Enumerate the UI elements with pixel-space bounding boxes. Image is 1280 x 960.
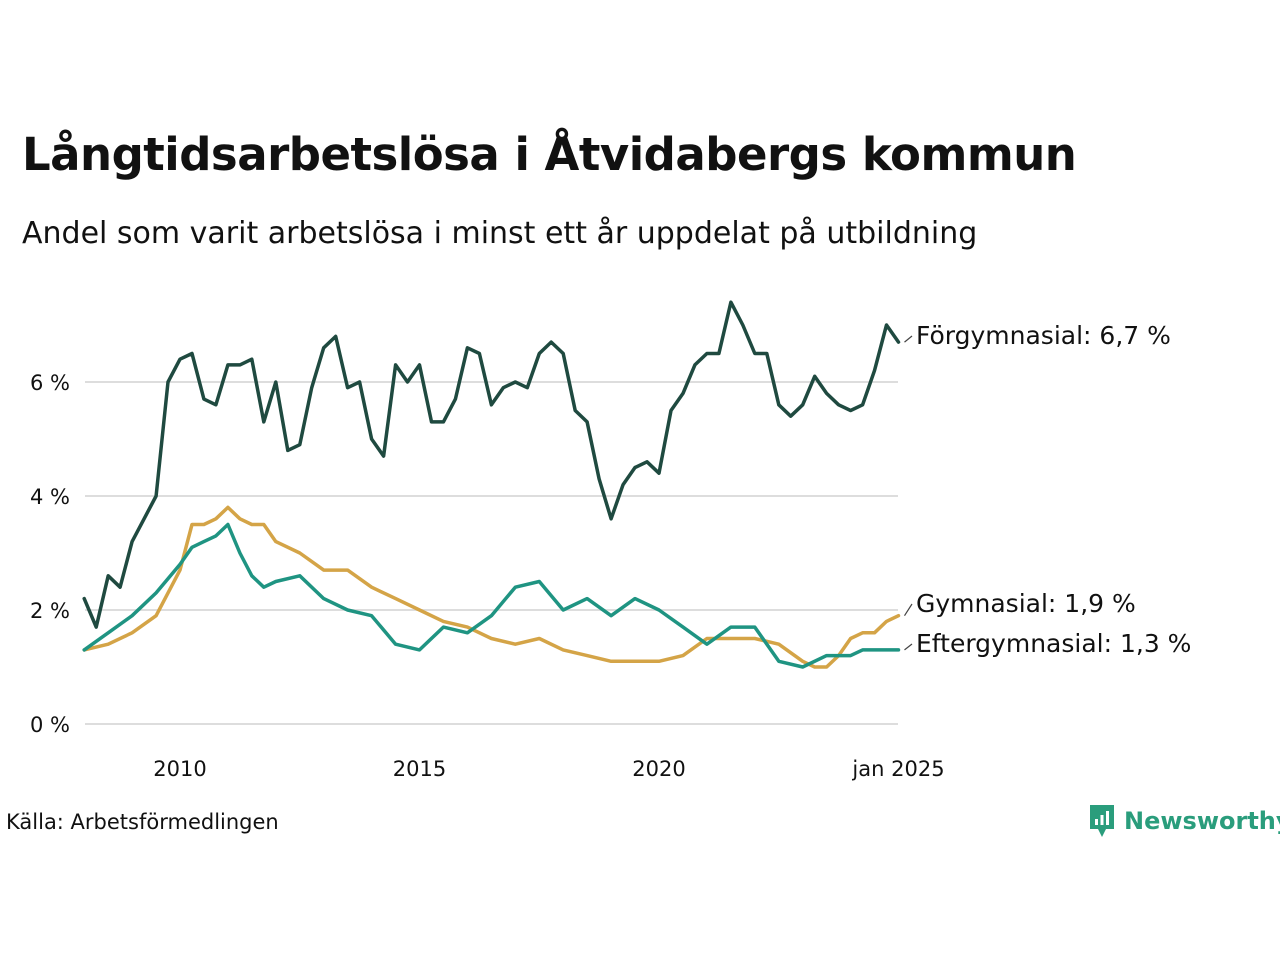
y-tick-label: 6 % (30, 371, 70, 395)
y-tick-label: 2 % (30, 599, 70, 623)
source-note: Källa: Arbetsförmedlingen (6, 810, 279, 834)
chart-title: Långtidsarbetslösa i Åtvidabergs kommun (22, 128, 1077, 181)
y-tick-label: 0 % (30, 713, 70, 737)
end-label-eftergymnasial: Eftergymnasial: 1,3 % (916, 629, 1191, 658)
end-label-connector (904, 643, 913, 651)
newsworthy-logo-text: Newsworthy (1124, 807, 1280, 835)
end-label-gymnasial: Gymnasial: 1,9 % (916, 589, 1136, 618)
x-tick-label: 2015 (393, 757, 446, 781)
series-line-gymnasial (82, 505, 901, 669)
series-line-eftergymnasial (82, 522, 901, 669)
newsworthy-logo: Newsworthy (1088, 803, 1280, 839)
end-label-connector (903, 603, 913, 617)
end-label-connector (904, 335, 913, 343)
newsworthy-logo-icon (1090, 805, 1114, 837)
end-labels: Förgymnasial: 6,7 % Gymnasial: 1,9 % Efter… (903, 321, 1191, 658)
x-axis-tick-labels: 2010 2015 2020 jan 2025 (153, 757, 944, 781)
y-tick-label: 4 % (30, 485, 70, 509)
x-tick-label: jan 2025 (851, 757, 944, 781)
series-lines (82, 300, 901, 669)
chart-subtitle: Andel som varit arbetslösa i minst ett å… (22, 216, 978, 251)
series-line-forgymnasial (82, 300, 901, 629)
end-label-forgymnasial: Förgymnasial: 6,7 % (916, 321, 1171, 350)
y-axis-tick-labels: 0 % 2 % 4 % 6 % (30, 371, 70, 737)
grid-lines (85, 381, 898, 725)
x-tick-label: 2020 (632, 757, 685, 781)
x-tick-label: 2010 (153, 757, 206, 781)
